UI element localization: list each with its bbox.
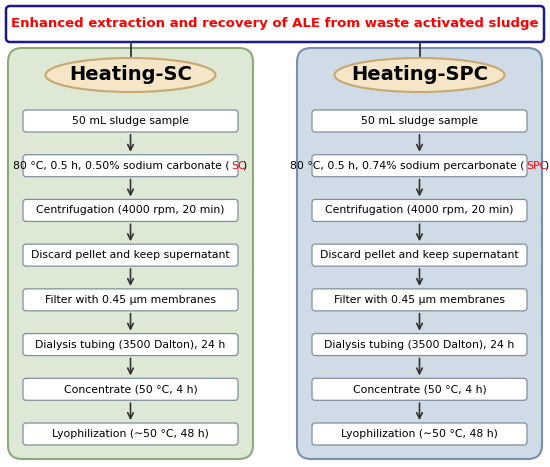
FancyBboxPatch shape bbox=[312, 289, 527, 311]
FancyBboxPatch shape bbox=[23, 378, 238, 400]
Text: 50 mL sludge sample: 50 mL sludge sample bbox=[361, 116, 478, 126]
Text: Discard pellet and keep supernatant: Discard pellet and keep supernatant bbox=[320, 250, 519, 260]
Text: Heating-SPC: Heating-SPC bbox=[351, 65, 488, 85]
Text: 80 °C, 0.5 h, 0.74% sodium percarbonate (: 80 °C, 0.5 h, 0.74% sodium percarbonate … bbox=[289, 161, 524, 171]
FancyBboxPatch shape bbox=[312, 199, 527, 221]
FancyBboxPatch shape bbox=[297, 48, 542, 459]
Text: Heating-SC: Heating-SC bbox=[69, 65, 192, 85]
FancyBboxPatch shape bbox=[23, 155, 238, 177]
Text: Dialysis tubing (3500 Dalton), 24 h: Dialysis tubing (3500 Dalton), 24 h bbox=[35, 340, 226, 350]
Text: 80 °C, 0.5 h, 0.50% sodium carbonate (SC): 80 °C, 0.5 h, 0.50% sodium carbonate (SC… bbox=[13, 161, 248, 171]
Ellipse shape bbox=[334, 58, 504, 92]
Ellipse shape bbox=[46, 58, 216, 92]
Text: Dialysis tubing (3500 Dalton), 24 h: Dialysis tubing (3500 Dalton), 24 h bbox=[324, 340, 515, 350]
FancyBboxPatch shape bbox=[8, 48, 253, 459]
FancyBboxPatch shape bbox=[312, 244, 527, 266]
FancyBboxPatch shape bbox=[23, 244, 238, 266]
FancyBboxPatch shape bbox=[312, 333, 527, 355]
FancyBboxPatch shape bbox=[312, 378, 527, 400]
Text: SC: SC bbox=[231, 161, 246, 171]
FancyBboxPatch shape bbox=[23, 289, 238, 311]
Text: Centrifugation (4000 rpm, 20 min): Centrifugation (4000 rpm, 20 min) bbox=[36, 205, 225, 215]
Text: Discard pellet and keep supernatant: Discard pellet and keep supernatant bbox=[31, 250, 230, 260]
Text: 80 °C, 0.5 h, 0.50% sodium carbonate (: 80 °C, 0.5 h, 0.50% sodium carbonate ( bbox=[13, 161, 229, 171]
Text: SPC: SPC bbox=[526, 161, 548, 171]
Text: Concentrate (50 °C, 4 h): Concentrate (50 °C, 4 h) bbox=[353, 384, 486, 394]
Text: 80 °C, 0.5 h, 0.74% sodium percarbonate (SPC): 80 °C, 0.5 h, 0.74% sodium percarbonate … bbox=[289, 161, 549, 171]
Text: 50 mL sludge sample: 50 mL sludge sample bbox=[72, 116, 189, 126]
Text: ): ) bbox=[543, 161, 548, 171]
Text: Concentrate (50 °C, 4 h): Concentrate (50 °C, 4 h) bbox=[64, 384, 197, 394]
FancyBboxPatch shape bbox=[312, 423, 527, 445]
FancyBboxPatch shape bbox=[312, 110, 527, 132]
FancyBboxPatch shape bbox=[23, 333, 238, 355]
Text: ): ) bbox=[243, 161, 247, 171]
Text: Lyophilization (∼50 °C, 48 h): Lyophilization (∼50 °C, 48 h) bbox=[341, 429, 498, 439]
FancyBboxPatch shape bbox=[23, 199, 238, 221]
FancyBboxPatch shape bbox=[6, 6, 544, 42]
Text: Enhanced extraction and recovery of ALE from waste activated sludge: Enhanced extraction and recovery of ALE … bbox=[11, 17, 539, 30]
FancyBboxPatch shape bbox=[23, 423, 238, 445]
FancyBboxPatch shape bbox=[23, 110, 238, 132]
Text: Centrifugation (4000 rpm, 20 min): Centrifugation (4000 rpm, 20 min) bbox=[325, 205, 514, 215]
FancyBboxPatch shape bbox=[312, 155, 527, 177]
Text: Filter with 0.45 μm membranes: Filter with 0.45 μm membranes bbox=[334, 295, 505, 305]
Text: Filter with 0.45 μm membranes: Filter with 0.45 μm membranes bbox=[45, 295, 216, 305]
Text: Lyophilization (∼50 °C, 48 h): Lyophilization (∼50 °C, 48 h) bbox=[52, 429, 209, 439]
